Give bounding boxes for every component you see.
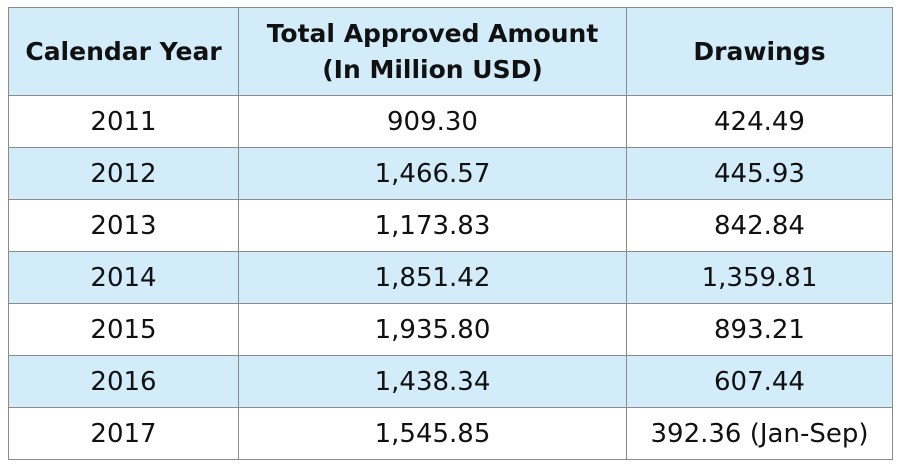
cell-total-approved-amount: 909.30	[238, 95, 627, 148]
cell-drawings: 392.36 (Jan-Sep)	[626, 407, 893, 460]
column-header-drawings: Drawings	[626, 7, 893, 96]
cell-calendar-year: 2017	[8, 407, 239, 460]
cell-drawings: 1,359.81	[626, 251, 893, 304]
table-row: 2013 1,173.83 842.84	[8, 199, 893, 252]
table-row: 2012 1,466.57 445.93	[8, 147, 893, 200]
table-row: 2011 909.30 424.49	[8, 95, 893, 148]
cell-total-approved-amount: 1,851.42	[238, 251, 627, 304]
cell-drawings: 607.44	[626, 355, 893, 408]
cell-drawings: 424.49	[626, 95, 893, 148]
cell-drawings: 445.93	[626, 147, 893, 200]
cell-calendar-year: 2016	[8, 355, 239, 408]
column-header-line: (In Million USD)	[322, 54, 543, 84]
table-row: 2014 1,851.42 1,359.81	[8, 251, 893, 304]
table-row: 2015 1,935.80 893.21	[8, 303, 893, 356]
cell-calendar-year: 2012	[8, 147, 239, 200]
cell-total-approved-amount: 1,173.83	[238, 199, 627, 252]
cell-drawings: 842.84	[626, 199, 893, 252]
column-header-calendar-year: Calendar Year	[8, 7, 239, 96]
table-row: 2017 1,545.85 392.36 (Jan-Sep)	[8, 407, 893, 460]
column-header-total-approved-amount: Total Approved Amount (In Million USD)	[238, 7, 627, 96]
column-header-line: Drawings	[693, 36, 826, 66]
table-row: 2016 1,438.34 607.44	[8, 355, 893, 408]
cell-total-approved-amount: 1,438.34	[238, 355, 627, 408]
cell-total-approved-amount: 1,545.85	[238, 407, 627, 460]
cell-calendar-year: 2011	[8, 95, 239, 148]
cell-total-approved-amount: 1,466.57	[238, 147, 627, 200]
column-header-line: Total Approved Amount	[266, 18, 599, 48]
cell-drawings: 893.21	[626, 303, 893, 356]
table-body: 2011 909.30 424.49 2012 1,466.57 445.93 2013 1,…	[8, 95, 893, 460]
cell-calendar-year: 2015	[8, 303, 239, 356]
cell-total-approved-amount: 1,935.80	[238, 303, 627, 356]
data-table: Calendar Year Total Approved Amount (In Mi…	[8, 7, 893, 460]
header-row: Calendar Year Total Approved Amount (In Mi…	[8, 7, 893, 96]
cell-calendar-year: 2014	[8, 251, 239, 304]
column-header-line: Calendar Year	[25, 36, 222, 66]
cell-calendar-year: 2013	[8, 199, 239, 252]
